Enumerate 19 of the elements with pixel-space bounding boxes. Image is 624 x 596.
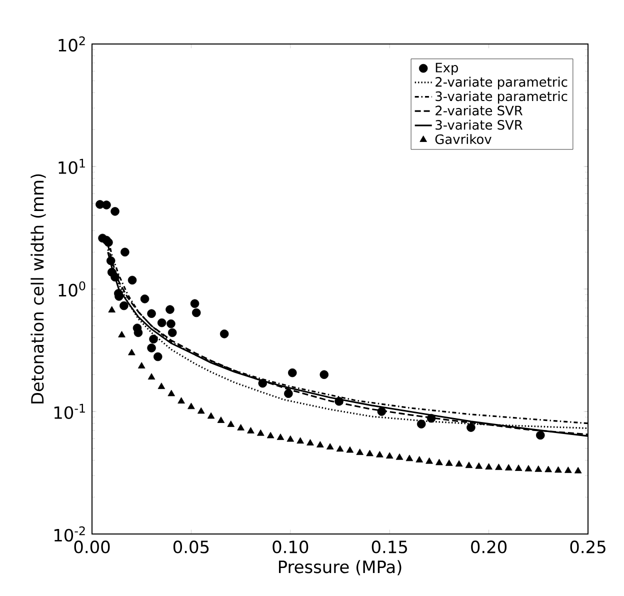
x-tick-label: 0.05	[173, 540, 209, 554]
y-tick-label: 10$^{-2}$	[54, 526, 85, 542]
legend-label: 2-variate SVR	[436, 105, 523, 116]
x-tick-label: 0.25	[570, 540, 606, 554]
x-tick-label: 0.10	[272, 540, 308, 554]
y-tick-label: 10$^{1}$	[58, 158, 85, 174]
y-tick-label: 10$^{-1}$	[54, 404, 85, 420]
y-axis-title: Detonation cell width (mm)	[30, 174, 46, 404]
x-axis-title: Pressure (MPa)	[278, 560, 402, 576]
legend-label: 3-variate parametric	[436, 91, 568, 104]
x-tick-label: 0.00	[74, 540, 110, 554]
y-tick-label: 10$^{2}$	[58, 36, 85, 52]
legend-label: Gavrikov	[435, 134, 492, 144]
x-tick-label: 0.15	[372, 540, 407, 554]
x-tick-label: 0.20	[471, 540, 507, 554]
y-tick-label: 10$^{0}$	[58, 281, 86, 297]
legend-label: 3-variate SVR	[436, 120, 523, 130]
legend-label: 2-variate parametric	[436, 76, 568, 90]
legend-label: Exp	[436, 62, 458, 75]
